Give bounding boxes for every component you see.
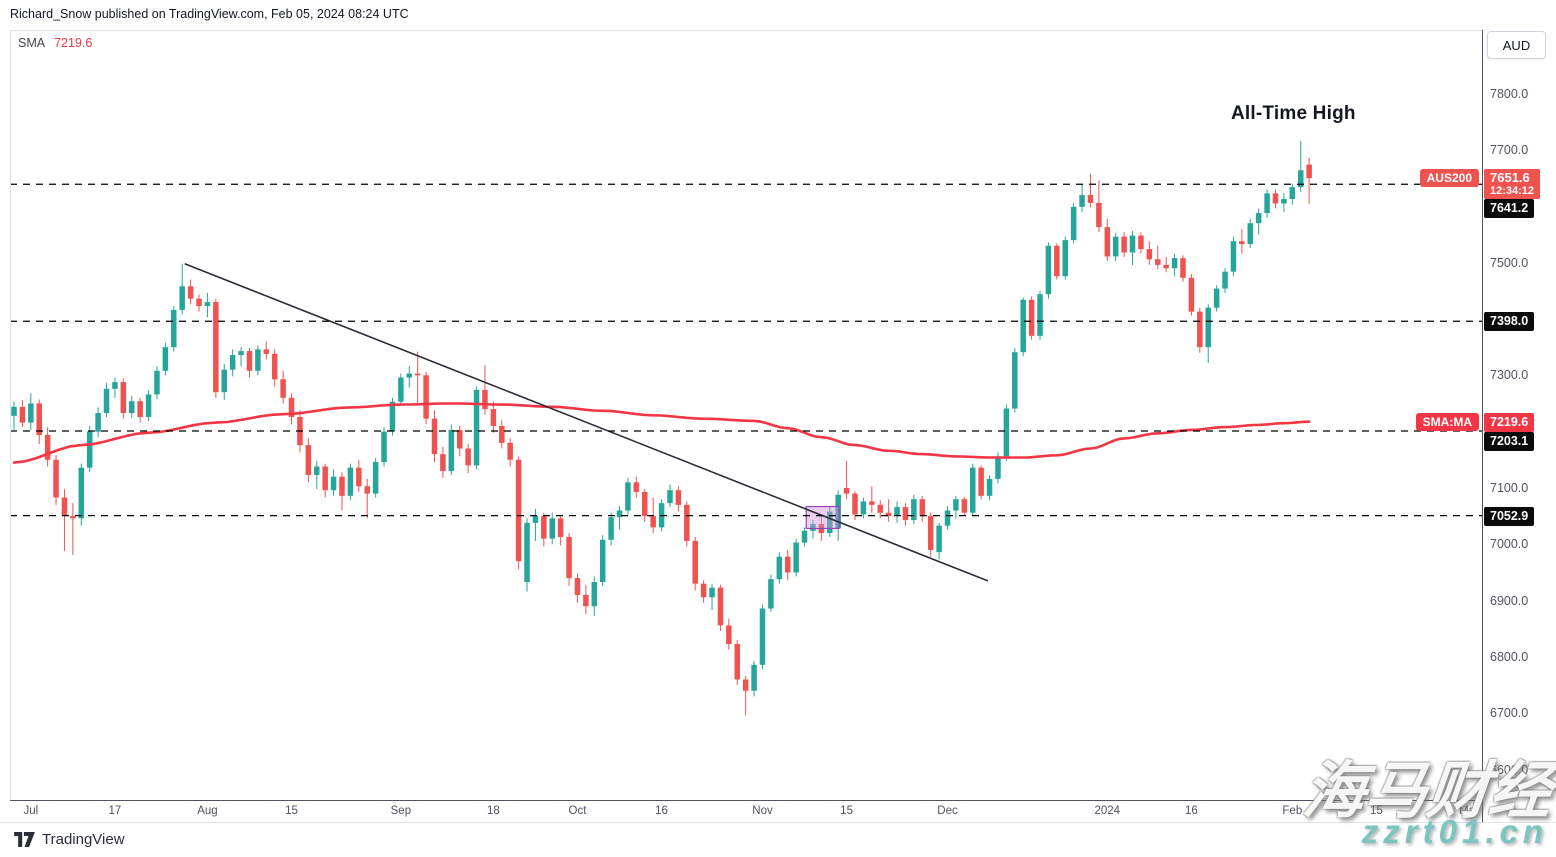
hline-label: 7052.9 bbox=[1484, 506, 1535, 526]
price-tick: 7000.0 bbox=[1490, 537, 1529, 552]
time-label: 15 bbox=[285, 805, 298, 817]
time-label: 16 bbox=[1184, 805, 1198, 817]
chart-border-top bbox=[10, 30, 1556, 31]
time-axis[interactable]: Jul 17 Aug 15 Sep 18 Oct 16 Nov 15 Dec 2024 16 Feb 15 M… bbox=[0, 801, 1556, 822]
time-label: 18 bbox=[486, 805, 500, 817]
time-label: 2024 bbox=[1094, 805, 1121, 817]
price-tick: 6600.0 bbox=[1490, 762, 1529, 777]
time-label: Feb bbox=[1282, 805, 1303, 817]
price-axis-border bbox=[1482, 30, 1483, 822]
price-tick: 7800.0 bbox=[1490, 86, 1529, 101]
chart-border-left bbox=[10, 30, 11, 800]
tradingview-logo[interactable]: TradingView bbox=[14, 831, 125, 848]
price-tick: 7100.0 bbox=[1490, 481, 1529, 496]
price-tick: 7700.0 bbox=[1490, 143, 1529, 158]
footer-separator bbox=[0, 822, 1556, 823]
hline-label: 7641.2 bbox=[1484, 199, 1535, 219]
time-label: 16 bbox=[655, 805, 668, 817]
indicator-legend: SMA 7219.6 bbox=[18, 36, 92, 50]
time-label: Oct bbox=[568, 805, 587, 817]
brand-text: TradingView bbox=[42, 831, 125, 848]
hline-label: 7203.1 bbox=[1484, 431, 1535, 451]
tradingview-mark-icon bbox=[14, 832, 35, 847]
time-label: 15 bbox=[840, 805, 853, 817]
time-label: Aug bbox=[197, 805, 218, 817]
time-label: 15 bbox=[1370, 805, 1383, 817]
last-price-label: 7651.6 12:34:12 bbox=[1484, 169, 1541, 200]
symbol-price-flag: AUS200 bbox=[1419, 169, 1479, 188]
price-tick: 6700.0 bbox=[1490, 706, 1529, 721]
sma-flag: SMA:MA bbox=[1415, 412, 1479, 431]
watermark-url: zzrt01.cn bbox=[1361, 813, 1548, 850]
price-tick: 7500.0 bbox=[1490, 255, 1529, 270]
currency-button[interactable]: AUD bbox=[1487, 31, 1546, 59]
time-label: Sep bbox=[390, 805, 412, 817]
time-label: Jul bbox=[23, 805, 39, 817]
time-label: Nov bbox=[752, 805, 773, 817]
bar-countdown: 12:34:12 bbox=[1490, 185, 1535, 198]
hline-label: 7398.0 bbox=[1484, 312, 1535, 332]
time-label: 17 bbox=[108, 805, 122, 817]
last-price-value: 7651.6 bbox=[1490, 170, 1530, 186]
sma-price-label: 7219.6 bbox=[1484, 412, 1535, 432]
price-tick: 7300.0 bbox=[1490, 368, 1529, 383]
price-tick: 6800.0 bbox=[1490, 650, 1529, 665]
indicator-value: 7219.6 bbox=[54, 36, 93, 50]
time-label: Dec bbox=[937, 805, 958, 817]
time-axis-border bbox=[10, 800, 1556, 801]
price-tick: 6900.0 bbox=[1490, 593, 1529, 608]
time-label: Mar bbox=[1459, 805, 1479, 817]
indicator-name: SMA bbox=[18, 36, 46, 50]
all-time-high-annotation: All-Time High bbox=[1231, 103, 1356, 124]
published-line: Richard_Snow published on TradingView.co… bbox=[10, 7, 409, 21]
